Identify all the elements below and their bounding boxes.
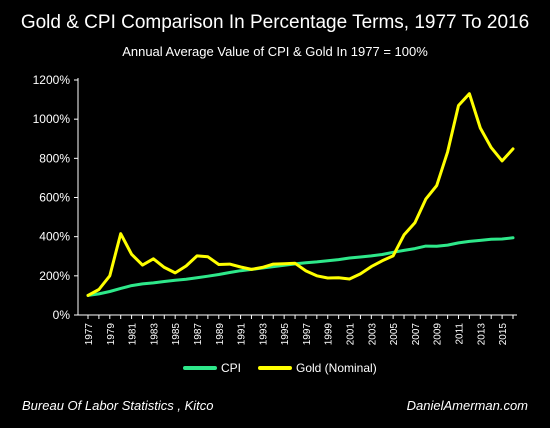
- series-line-gold: [86, 92, 515, 297]
- source-credit: Bureau Of Labor Statistics , Kitco: [22, 398, 214, 413]
- site-credit: DanielAmerman.com: [406, 398, 528, 413]
- x-tick-label: 2013: [476, 323, 487, 346]
- chart-title: Gold & CPI Comparison In Percentage Term…: [20, 12, 530, 33]
- x-tick-label: 1979: [106, 323, 117, 346]
- y-tick-label: 200%: [39, 269, 70, 283]
- x-tick-label: 1981: [128, 323, 139, 346]
- x-tick-label: 1983: [149, 323, 160, 346]
- x-tick-label: 2007: [411, 323, 422, 346]
- y-tick-label: 800%: [39, 151, 70, 165]
- legend-label: CPI: [221, 361, 241, 375]
- y-tick-label: 1000%: [33, 112, 71, 126]
- x-tick-label: 1987: [193, 323, 204, 346]
- series-line-cpi: [86, 236, 515, 297]
- x-tick-label: 2009: [433, 323, 444, 346]
- y-tick-label: 0%: [53, 308, 71, 322]
- chart-subtitle: Annual Average Value of CPI & Gold In 19…: [122, 44, 428, 59]
- x-tick-label: 1995: [280, 323, 291, 346]
- x-tick-label: 1999: [324, 323, 335, 346]
- y-tick-label: 1200%: [33, 73, 71, 87]
- x-tick-label: 1997: [302, 323, 313, 346]
- x-tick-label: 2011: [455, 323, 466, 345]
- x-tick-label: 1985: [171, 323, 182, 346]
- y-tick-label: 400%: [39, 230, 70, 244]
- x-tick-label: 2005: [389, 323, 400, 346]
- legend-label: Gold (Nominal): [296, 361, 377, 375]
- x-tick-label: 1989: [215, 323, 226, 346]
- x-tick-label: 2001: [346, 323, 357, 346]
- x-tick-label: 1993: [258, 323, 269, 346]
- x-tick-label: 1977: [84, 323, 95, 346]
- x-tick-label: 1991: [237, 323, 248, 346]
- x-tick-label: 2003: [367, 323, 378, 346]
- x-tick-label: 2015: [498, 323, 509, 346]
- y-tick-label: 600%: [39, 191, 70, 205]
